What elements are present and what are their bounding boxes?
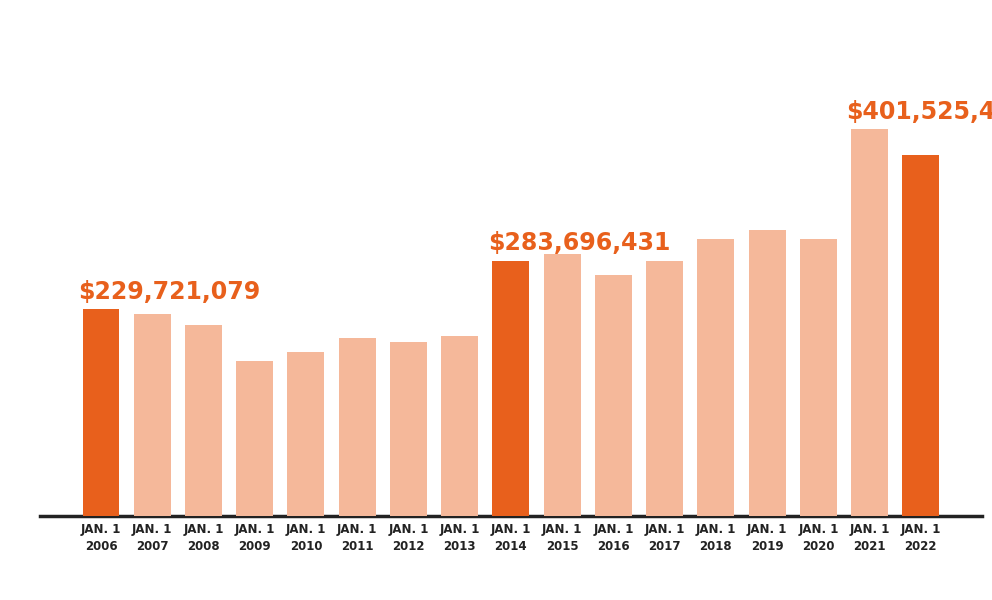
Bar [544,254,580,516]
Bar [646,261,683,516]
Bar [851,129,888,516]
Bar [697,239,734,516]
Bar [441,336,478,516]
Bar [288,352,324,516]
Bar [338,338,376,516]
Bar [134,314,171,516]
Bar [595,275,632,516]
Bar [492,260,530,516]
Bar [236,361,273,516]
Bar [749,230,786,516]
Bar [82,309,119,516]
Bar [390,342,427,516]
Text: $283,696,431: $283,696,431 [488,231,671,255]
Text: $229,721,079: $229,721,079 [78,280,260,304]
Bar [903,155,939,516]
Bar [800,239,837,516]
Bar [185,325,222,516]
Text: $401,525,407: $401,525,407 [846,100,992,124]
